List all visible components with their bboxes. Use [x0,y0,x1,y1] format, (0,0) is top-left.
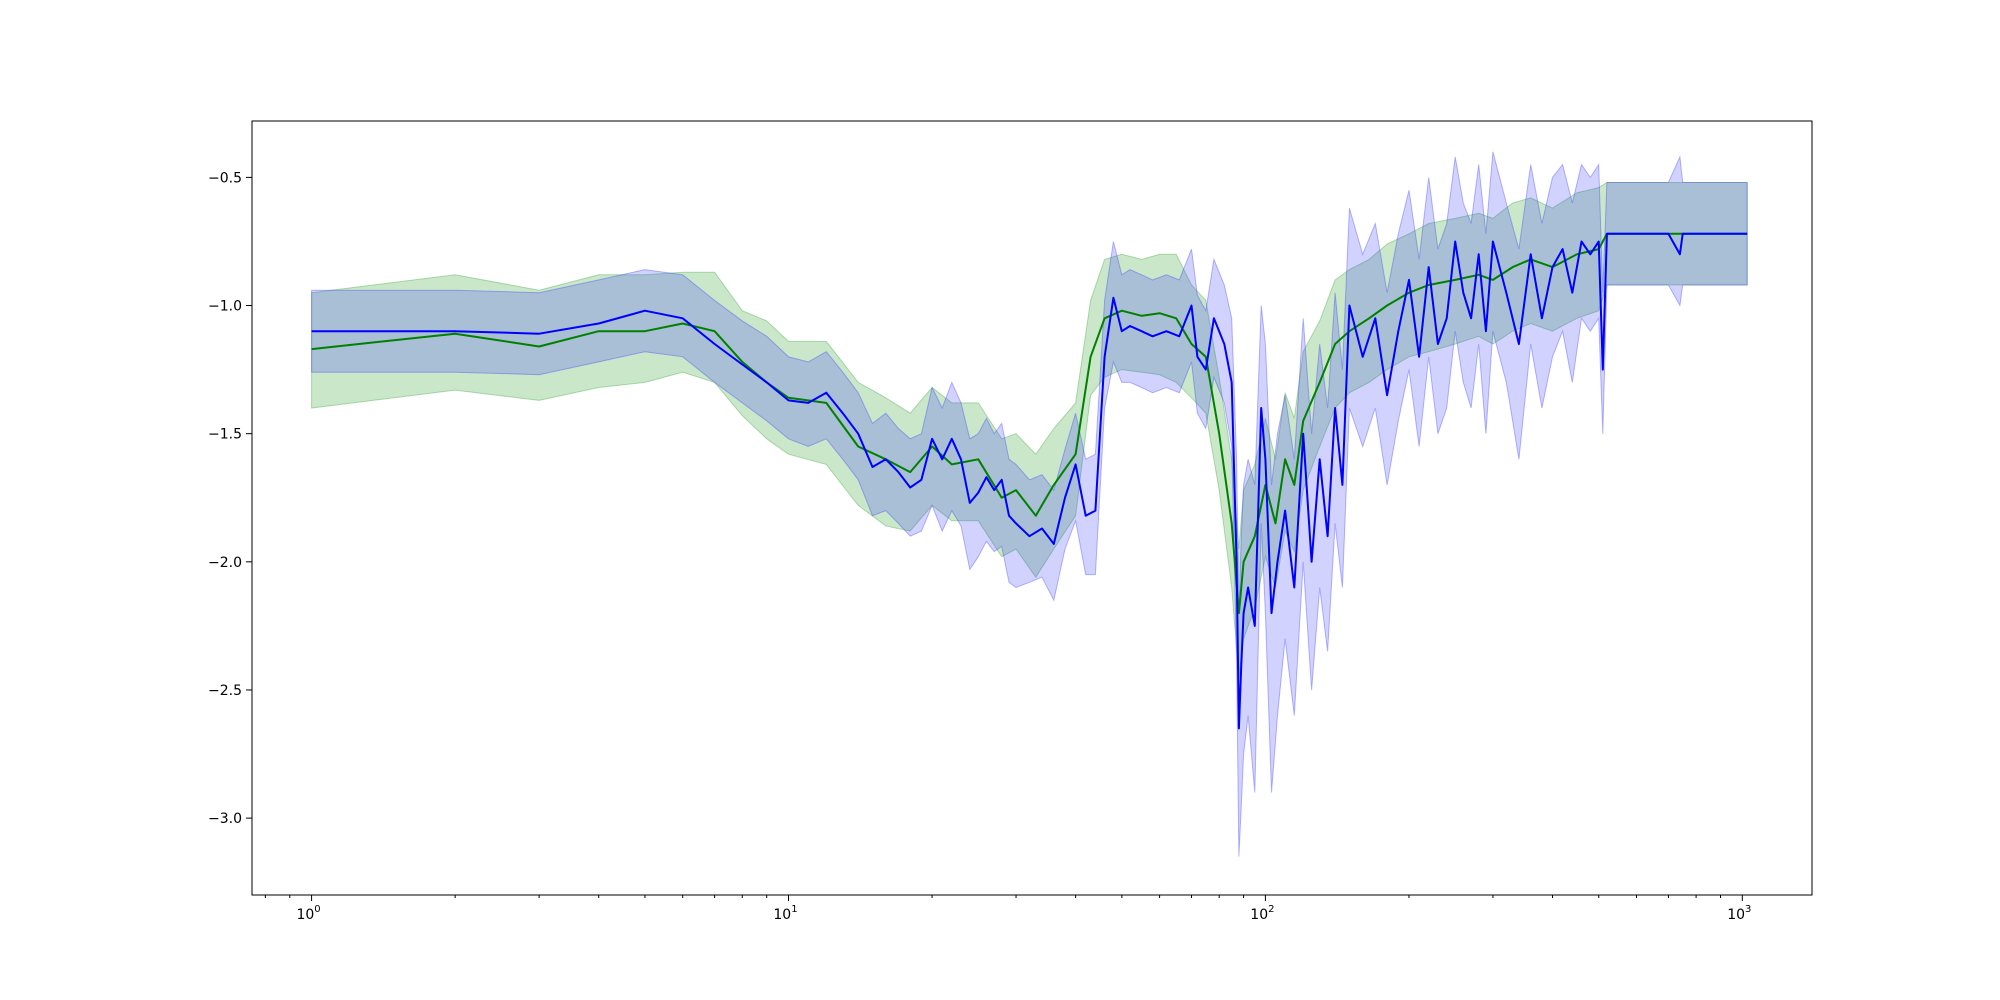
plot-area-frame [251,120,1813,896]
x-axis: 100 101 102 103 [264,895,1751,923]
x-tick-label: 100 [296,904,320,923]
series-2-band [311,151,1748,857]
y-tick-label: −2.0 [208,555,242,571]
y-tick-label: −1.5 [208,427,242,443]
series-lines [311,232,1748,730]
y-axis: −0.5 −1.0 −1.5 −2.0 −2.5 −3.0 [208,170,252,827]
series-1-band [311,182,1748,678]
x-tick-label: 103 [1727,904,1751,923]
y-tick-label: −3.0 [208,811,242,827]
series-1-line [311,232,1748,615]
y-tick-label: −1.0 [208,299,242,315]
x-tick-label: 102 [1250,904,1274,923]
y-tick-label: −0.5 [208,170,242,186]
x-tick-label: 101 [773,904,797,923]
series-2-line [311,232,1748,730]
confidence-bands [311,151,1748,857]
y-tick-label: −2.5 [208,683,242,699]
